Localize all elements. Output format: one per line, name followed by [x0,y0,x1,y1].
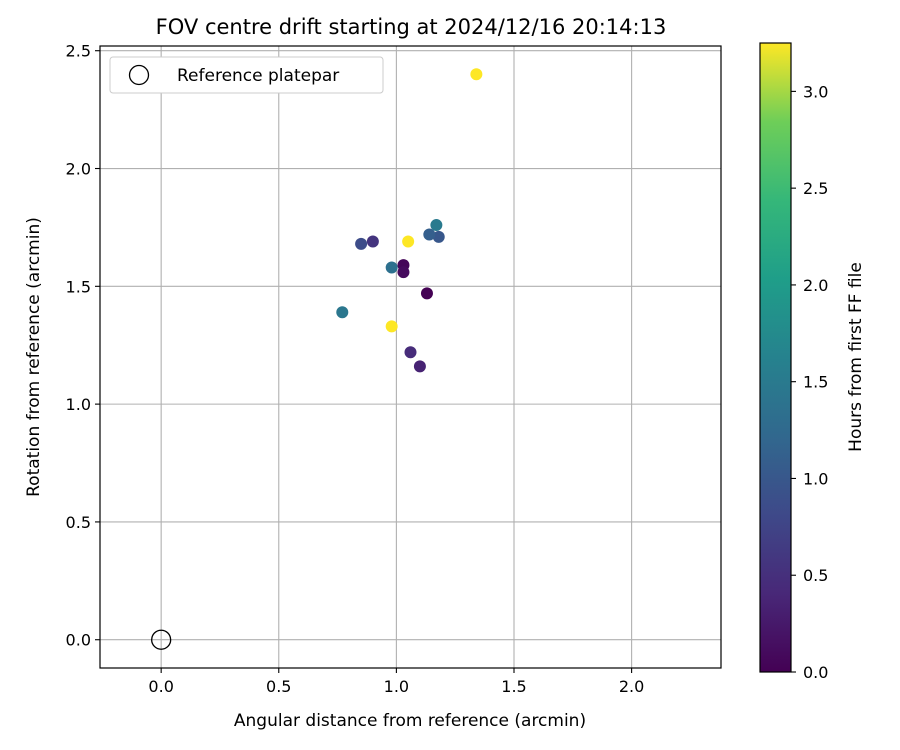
data-point [397,266,410,279]
plot-frame [99,45,722,669]
data-point [366,235,379,248]
colorbar [759,42,792,673]
x-tick-label: 0.0 [148,677,173,696]
chart-title: FOV centre drift starting at 2024/12/16 … [156,15,667,39]
colorbar-ticks: 0.0 0.5 1.0 1.5 2.0 2.5 3.0 [791,82,828,682]
colorbar-tick-label: 1.0 [803,469,828,488]
x-tick-label: 1.0 [384,677,409,696]
y-tick-label: 1.0 [66,395,91,414]
legend-box [109,56,384,94]
x-tick-label: 1.5 [501,677,526,696]
data-points [151,68,483,650]
data-point [432,230,445,243]
colorbar-tick-label: 0.0 [803,663,828,682]
x-axis-ticks: 0.0 0.5 1.0 1.5 2.0 [148,668,644,696]
data-point [413,360,426,373]
data-point [404,346,417,359]
y-axis-label: Rotation from reference (arcmin) [24,217,44,497]
y-axis-ticks: 0.0 0.5 1.0 1.5 2.0 2.5 [66,42,100,650]
y-tick-label: 0.0 [66,631,91,650]
data-point [420,287,433,300]
colorbar-tick-label: 1.5 [803,373,828,392]
x-axis-label: Angular distance from reference (arcmin) [234,711,586,731]
grid-lines [100,46,721,668]
legend-entry-reference: Reference platepar [177,66,339,86]
colorbar-tick-label: 2.5 [803,179,828,198]
legend: Reference platepar [109,56,384,94]
data-point [336,306,349,319]
y-tick-label: 2.5 [66,42,91,61]
data-point [402,235,415,248]
data-point [430,219,443,232]
data-point [423,228,436,241]
colorbar-tick-label: 2.0 [803,276,828,295]
data-point [385,320,398,333]
data-point [355,237,368,250]
reference-platepar-marker [151,629,172,650]
y-tick-label: 1.5 [66,277,91,296]
colorbar-tick-label: 0.5 [803,566,828,585]
data-point [470,68,483,81]
data-point [385,261,398,274]
x-tick-label: 0.5 [266,677,291,696]
colorbar-label: Hours from first FF file [846,262,866,452]
y-tick-label: 0.5 [66,513,91,532]
colorbar-tick-label: 3.0 [803,82,828,101]
legend-marker-icon [128,64,150,86]
x-tick-label: 2.0 [619,677,644,696]
y-tick-label: 2.0 [66,160,91,179]
